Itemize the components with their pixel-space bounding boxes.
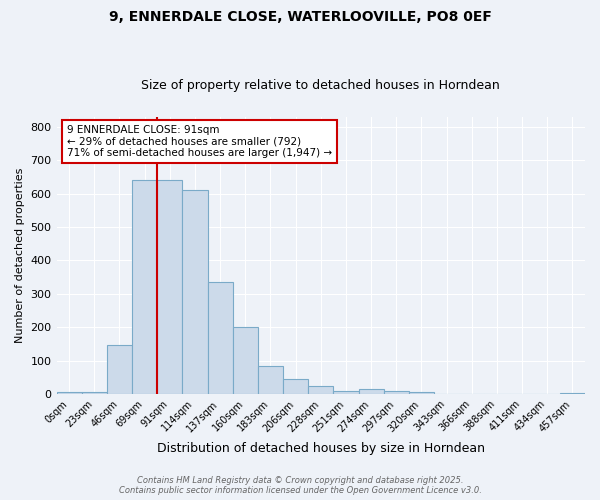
- Bar: [208, 282, 233, 394]
- Bar: [383, 390, 409, 394]
- Title: Size of property relative to detached houses in Horndean: Size of property relative to detached ho…: [142, 79, 500, 92]
- Bar: [182, 190, 208, 394]
- Bar: [132, 180, 157, 394]
- X-axis label: Distribution of detached houses by size in Horndean: Distribution of detached houses by size …: [157, 442, 485, 455]
- Bar: [560, 392, 585, 394]
- Bar: [308, 386, 334, 394]
- Bar: [157, 180, 182, 394]
- Text: 9, ENNERDALE CLOSE, WATERLOOVILLE, PO8 0EF: 9, ENNERDALE CLOSE, WATERLOOVILLE, PO8 0…: [109, 10, 491, 24]
- Bar: [359, 389, 383, 394]
- Bar: [233, 327, 258, 394]
- Bar: [334, 390, 359, 394]
- Bar: [283, 379, 308, 394]
- Bar: [258, 366, 283, 394]
- Bar: [56, 392, 82, 394]
- Bar: [409, 392, 434, 394]
- Bar: [82, 392, 107, 394]
- Y-axis label: Number of detached properties: Number of detached properties: [15, 168, 25, 343]
- Text: 9 ENNERDALE CLOSE: 91sqm
← 29% of detached houses are smaller (792)
71% of semi-: 9 ENNERDALE CLOSE: 91sqm ← 29% of detach…: [67, 125, 332, 158]
- Text: Contains HM Land Registry data © Crown copyright and database right 2025.
Contai: Contains HM Land Registry data © Crown c…: [119, 476, 481, 495]
- Bar: [107, 346, 132, 394]
